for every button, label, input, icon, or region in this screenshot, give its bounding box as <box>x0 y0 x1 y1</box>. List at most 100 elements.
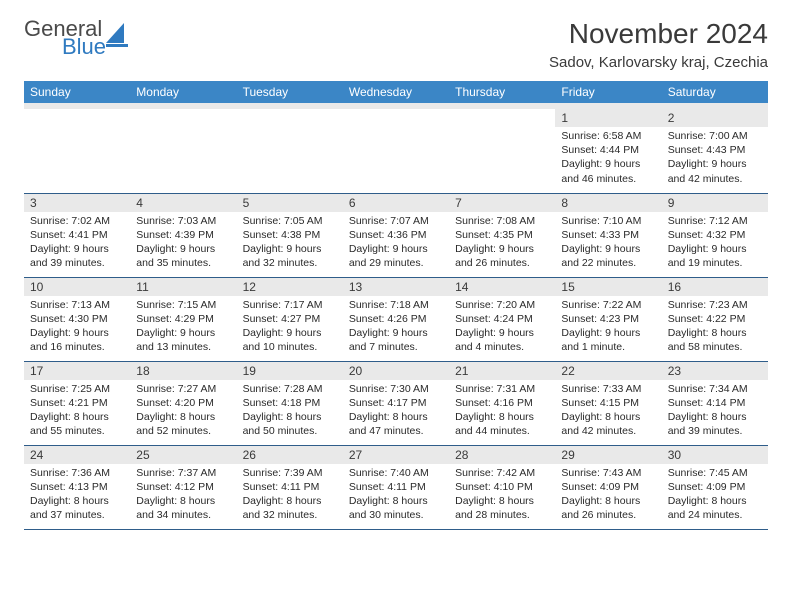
day-details: Sunrise: 7:37 AMSunset: 4:12 PMDaylight:… <box>130 464 236 527</box>
day-number: 9 <box>662 194 768 212</box>
day-number: 1 <box>555 109 661 127</box>
calendar-day-cell: 1Sunrise: 6:58 AMSunset: 4:44 PMDaylight… <box>555 109 661 193</box>
day-details: Sunrise: 7:08 AMSunset: 4:35 PMDaylight:… <box>449 212 555 275</box>
day-number: 28 <box>449 446 555 464</box>
day-details: Sunrise: 7:23 AMSunset: 4:22 PMDaylight:… <box>662 296 768 359</box>
calendar-week-row: 17Sunrise: 7:25 AMSunset: 4:21 PMDayligh… <box>24 361 768 445</box>
day-number: 23 <box>662 362 768 380</box>
day-number: 12 <box>237 278 343 296</box>
location: Sadov, Karlovarsky kraj, Czechia <box>549 54 768 71</box>
day-details: Sunrise: 7:45 AMSunset: 4:09 PMDaylight:… <box>662 464 768 527</box>
day-details: Sunrise: 7:05 AMSunset: 4:38 PMDaylight:… <box>237 212 343 275</box>
calendar-day-cell: 19Sunrise: 7:28 AMSunset: 4:18 PMDayligh… <box>237 361 343 445</box>
day-number: 18 <box>130 362 236 380</box>
calendar-day-cell: 17Sunrise: 7:25 AMSunset: 4:21 PMDayligh… <box>24 361 130 445</box>
day-details: Sunrise: 7:28 AMSunset: 4:18 PMDaylight:… <box>237 380 343 443</box>
day-details: Sunrise: 7:10 AMSunset: 4:33 PMDaylight:… <box>555 212 661 275</box>
calendar-day-cell: 27Sunrise: 7:40 AMSunset: 4:11 PMDayligh… <box>343 445 449 529</box>
calendar-day-cell: 22Sunrise: 7:33 AMSunset: 4:15 PMDayligh… <box>555 361 661 445</box>
day-number: 30 <box>662 446 768 464</box>
day-number: 14 <box>449 278 555 296</box>
day-number: 21 <box>449 362 555 380</box>
page-title: November 2024 <box>549 18 768 50</box>
day-number: 20 <box>343 362 449 380</box>
calendar-day-cell: 29Sunrise: 7:43 AMSunset: 4:09 PMDayligh… <box>555 445 661 529</box>
calendar-day-cell <box>130 109 236 193</box>
calendar-day-cell <box>343 109 449 193</box>
calendar-header-day: Thursday <box>449 81 555 103</box>
day-number: 15 <box>555 278 661 296</box>
day-number: 17 <box>24 362 130 380</box>
calendar-day-cell: 30Sunrise: 7:45 AMSunset: 4:09 PMDayligh… <box>662 445 768 529</box>
day-details: Sunrise: 7:27 AMSunset: 4:20 PMDaylight:… <box>130 380 236 443</box>
calendar-week-row: 1Sunrise: 6:58 AMSunset: 4:44 PMDaylight… <box>24 109 768 193</box>
day-details: Sunrise: 7:40 AMSunset: 4:11 PMDaylight:… <box>343 464 449 527</box>
calendar-day-cell: 21Sunrise: 7:31 AMSunset: 4:16 PMDayligh… <box>449 361 555 445</box>
calendar-day-cell: 14Sunrise: 7:20 AMSunset: 4:24 PMDayligh… <box>449 277 555 361</box>
calendar-day-cell: 6Sunrise: 7:07 AMSunset: 4:36 PMDaylight… <box>343 193 449 277</box>
calendar-day-cell: 18Sunrise: 7:27 AMSunset: 4:20 PMDayligh… <box>130 361 236 445</box>
calendar-header-day: Saturday <box>662 81 768 103</box>
calendar-week-row: 3Sunrise: 7:02 AMSunset: 4:41 PMDaylight… <box>24 193 768 277</box>
calendar-table: SundayMondayTuesdayWednesdayThursdayFrid… <box>24 81 768 530</box>
day-number: 19 <box>237 362 343 380</box>
calendar-day-cell: 9Sunrise: 7:12 AMSunset: 4:32 PMDaylight… <box>662 193 768 277</box>
day-details: Sunrise: 7:13 AMSunset: 4:30 PMDaylight:… <box>24 296 130 359</box>
day-details: Sunrise: 7:17 AMSunset: 4:27 PMDaylight:… <box>237 296 343 359</box>
day-details: Sunrise: 7:15 AMSunset: 4:29 PMDaylight:… <box>130 296 236 359</box>
calendar-day-cell: 15Sunrise: 7:22 AMSunset: 4:23 PMDayligh… <box>555 277 661 361</box>
day-number: 2 <box>662 109 768 127</box>
day-number: 24 <box>24 446 130 464</box>
calendar-day-cell: 2Sunrise: 7:00 AMSunset: 4:43 PMDaylight… <box>662 109 768 193</box>
day-details: Sunrise: 7:12 AMSunset: 4:32 PMDaylight:… <box>662 212 768 275</box>
calendar-week-row: 10Sunrise: 7:13 AMSunset: 4:30 PMDayligh… <box>24 277 768 361</box>
day-details: Sunrise: 6:58 AMSunset: 4:44 PMDaylight:… <box>555 127 661 190</box>
day-number: 4 <box>130 194 236 212</box>
day-details: Sunrise: 7:39 AMSunset: 4:11 PMDaylight:… <box>237 464 343 527</box>
calendar-header-day: Monday <box>130 81 236 103</box>
day-details: Sunrise: 7:43 AMSunset: 4:09 PMDaylight:… <box>555 464 661 527</box>
calendar-day-cell <box>24 109 130 193</box>
logo-text-blue: Blue <box>62 36 106 58</box>
day-number: 8 <box>555 194 661 212</box>
day-number: 26 <box>237 446 343 464</box>
day-details: Sunrise: 7:25 AMSunset: 4:21 PMDaylight:… <box>24 380 130 443</box>
day-number: 25 <box>130 446 236 464</box>
calendar-header-day: Friday <box>555 81 661 103</box>
day-details: Sunrise: 7:42 AMSunset: 4:10 PMDaylight:… <box>449 464 555 527</box>
calendar-header-day: Wednesday <box>343 81 449 103</box>
day-number: 29 <box>555 446 661 464</box>
calendar-day-cell: 26Sunrise: 7:39 AMSunset: 4:11 PMDayligh… <box>237 445 343 529</box>
calendar-day-cell: 7Sunrise: 7:08 AMSunset: 4:35 PMDaylight… <box>449 193 555 277</box>
calendar-header-day: Tuesday <box>237 81 343 103</box>
calendar-header-day: Sunday <box>24 81 130 103</box>
calendar-day-cell: 12Sunrise: 7:17 AMSunset: 4:27 PMDayligh… <box>237 277 343 361</box>
day-number: 22 <box>555 362 661 380</box>
day-details: Sunrise: 7:03 AMSunset: 4:39 PMDaylight:… <box>130 212 236 275</box>
day-details: Sunrise: 7:18 AMSunset: 4:26 PMDaylight:… <box>343 296 449 359</box>
day-number: 7 <box>449 194 555 212</box>
day-details: Sunrise: 7:34 AMSunset: 4:14 PMDaylight:… <box>662 380 768 443</box>
day-number: 3 <box>24 194 130 212</box>
calendar-day-cell: 20Sunrise: 7:30 AMSunset: 4:17 PMDayligh… <box>343 361 449 445</box>
day-number: 10 <box>24 278 130 296</box>
calendar-day-cell: 8Sunrise: 7:10 AMSunset: 4:33 PMDaylight… <box>555 193 661 277</box>
calendar-day-cell: 25Sunrise: 7:37 AMSunset: 4:12 PMDayligh… <box>130 445 236 529</box>
calendar-day-cell: 5Sunrise: 7:05 AMSunset: 4:38 PMDaylight… <box>237 193 343 277</box>
header: General Blue November 2024 Sadov, Karlov… <box>24 18 768 71</box>
calendar-day-cell <box>449 109 555 193</box>
day-details: Sunrise: 7:33 AMSunset: 4:15 PMDaylight:… <box>555 380 661 443</box>
day-details: Sunrise: 7:02 AMSunset: 4:41 PMDaylight:… <box>24 212 130 275</box>
calendar-day-cell: 24Sunrise: 7:36 AMSunset: 4:13 PMDayligh… <box>24 445 130 529</box>
day-number: 11 <box>130 278 236 296</box>
day-details: Sunrise: 7:30 AMSunset: 4:17 PMDaylight:… <box>343 380 449 443</box>
day-number: 5 <box>237 194 343 212</box>
day-number: 27 <box>343 446 449 464</box>
calendar-day-cell <box>237 109 343 193</box>
calendar-day-cell: 11Sunrise: 7:15 AMSunset: 4:29 PMDayligh… <box>130 277 236 361</box>
calendar-day-cell: 13Sunrise: 7:18 AMSunset: 4:26 PMDayligh… <box>343 277 449 361</box>
logo: General Blue <box>24 18 84 58</box>
day-number: 16 <box>662 278 768 296</box>
calendar-day-cell: 23Sunrise: 7:34 AMSunset: 4:14 PMDayligh… <box>662 361 768 445</box>
day-details: Sunrise: 7:31 AMSunset: 4:16 PMDaylight:… <box>449 380 555 443</box>
